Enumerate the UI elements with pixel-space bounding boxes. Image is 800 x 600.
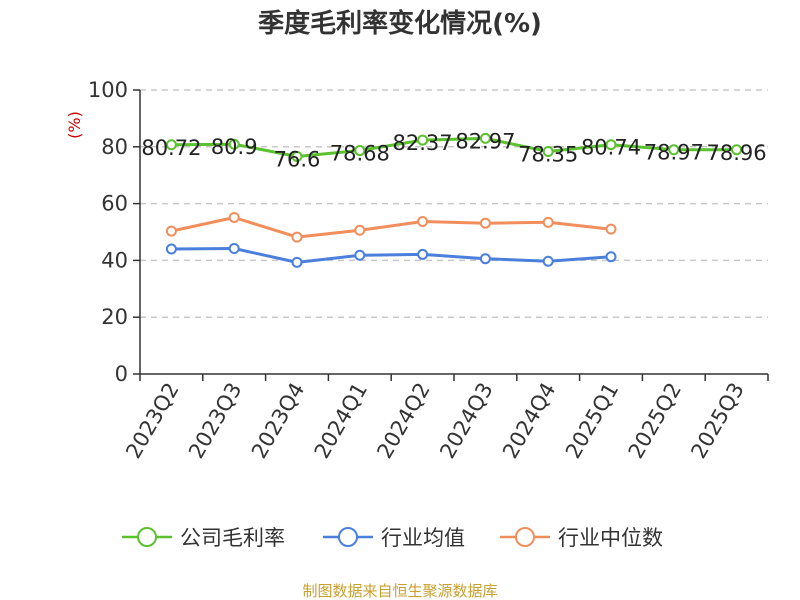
x-tick-label: 2024Q4 [498,379,560,463]
series-layer [165,132,743,268]
data-point [354,249,366,261]
data-label: 76.6 [274,147,321,171]
data-point [731,144,743,156]
data-point [542,255,554,267]
data-point [605,223,617,235]
data-label: 78.97 [644,141,704,165]
data-point [165,243,177,255]
data-point [417,215,429,227]
data-point [605,251,617,263]
data-point [479,132,491,144]
data-label: 80.72 [141,136,201,160]
data-point [417,134,429,146]
data-label: 80.74 [581,136,641,160]
axes [139,90,769,381]
series-line-2 [171,216,612,239]
source-note: 制图数据来自恒生聚源数据库 [302,582,497,600]
y-tick-label: 20 [101,305,128,329]
x-tick-label: 2025Q2 [624,379,686,463]
data-point [668,144,680,156]
data-point [605,139,617,151]
data-label: 82.37 [393,131,453,155]
y-axis-unit: (%) [65,111,84,139]
data-point [165,225,177,237]
x-tick-label: 2025Q1 [561,379,623,463]
x-tick-label: 2023Q4 [247,379,309,463]
data-point [228,242,240,254]
data-point [291,256,303,268]
data-point [228,212,240,224]
data-point [165,139,177,151]
x-tick-label: 2024Q2 [372,379,434,463]
series-line-0 [171,136,737,158]
legend-marker [515,527,535,547]
data-point [542,145,554,157]
x-tick-label: 2024Q1 [310,379,372,463]
gridlines [140,89,768,318]
data-label: 78.96 [707,141,767,165]
series-line-1 [171,247,612,264]
legend-marker [137,527,157,547]
y-axis-ticks: 0 20 40 60 80 100 [88,78,140,386]
data-point [479,217,491,229]
x-axis-ticks: 2023Q2 2023Q3 2023Q4 2024Q1 2024Q2 2024Q3 2024… [121,379,749,463]
chart-title: 季度毛利率变化情况(%) [258,8,542,39]
legend-label: 公司毛利率 [180,526,285,550]
x-tick-label: 2023Q3 [184,379,246,463]
x-tick-label: 2023Q2 [121,379,183,463]
data-label: 80.9 [211,135,258,159]
y-tick-label: 80 [101,135,128,159]
x-tick-label: 2024Q3 [435,379,497,463]
data-point [479,253,491,265]
data-point [228,138,240,150]
y-tick-label: 60 [101,192,128,216]
data-point [291,231,303,243]
legend: 公司毛利率 行业均值 行业中位数 [122,526,663,550]
legend-label: 行业均值 [381,526,465,550]
legend-label: 行业中位数 [558,526,663,550]
data-point [354,145,366,157]
data-point [291,150,303,162]
data-point [542,216,554,228]
y-tick-label: 0 [115,362,128,386]
data-label: 78.68 [330,142,390,166]
data-point [354,224,366,236]
x-tick-label: 2025Q3 [686,379,748,463]
data-label: 82.97 [455,129,515,153]
legend-marker [338,527,358,547]
data-point [417,248,429,260]
data-label: 78.35 [518,142,578,166]
y-tick-label: 40 [101,248,128,272]
y-tick-label: 100 [88,78,128,102]
